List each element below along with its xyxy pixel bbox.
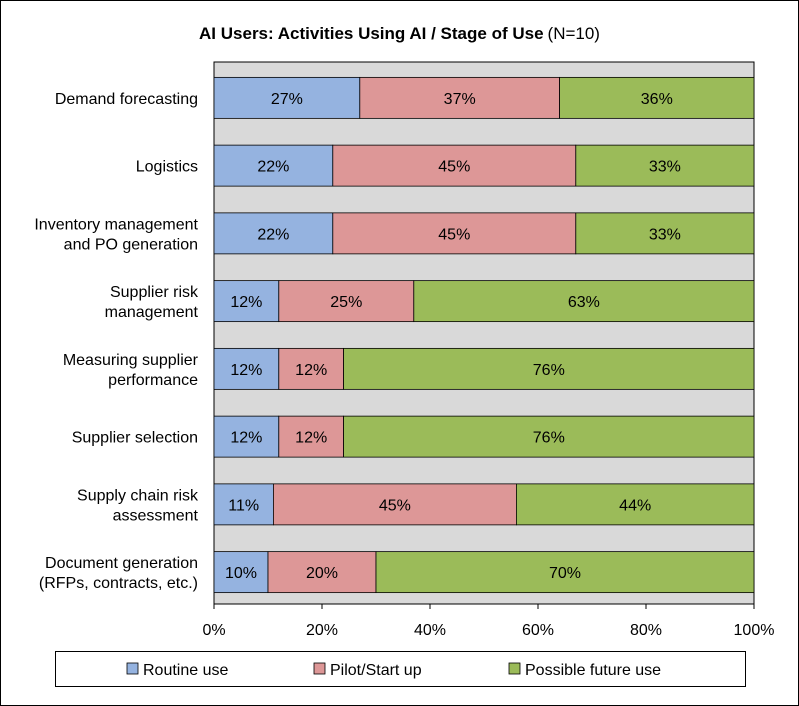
bar-data-label: 12% <box>295 430 327 447</box>
bar-segment <box>332 212 577 255</box>
bar-data-label: 11% <box>228 497 259 514</box>
legend-swatch <box>126 662 139 675</box>
bar-data-label: 63% <box>568 294 600 311</box>
bar-segment <box>213 280 280 323</box>
bar-segment <box>213 483 274 526</box>
bar-data-label: 76% <box>533 362 565 379</box>
legend-swatch <box>508 662 521 675</box>
bar-segment <box>278 280 415 323</box>
bar-data-label: 45% <box>438 159 470 176</box>
bar-segment <box>343 415 755 458</box>
bar-segment <box>413 280 755 323</box>
bar-data-label: 33% <box>649 159 681 176</box>
bar-data-label: 12% <box>295 362 327 379</box>
x-axis-ticks: 0% 20% 40% 60% 80% 100% <box>202 604 774 639</box>
bar-segment <box>332 144 577 187</box>
x-tick-label: 60% <box>522 622 554 639</box>
category-label: Supply chain risk assessment <box>77 487 199 524</box>
bar-data-label: 22% <box>257 226 289 243</box>
category-label-line: assessment <box>113 507 199 524</box>
bar-segment <box>575 144 755 187</box>
bar-segment <box>213 415 280 458</box>
category-label: Measuring supplier performance <box>63 352 199 389</box>
legend-entry-label: Pilot/Start up <box>330 662 422 679</box>
x-tick-label: 80% <box>630 622 662 639</box>
category-label-line: (RFPs, contracts, etc.) <box>39 575 198 592</box>
category-label-line: Inventory management <box>34 216 198 233</box>
legend: Routine use Pilot/Start up Possible future… <box>55 651 746 687</box>
x-tick-label: 40% <box>414 622 446 639</box>
bar-segment <box>213 212 334 255</box>
bar-segment <box>375 551 755 594</box>
legend-entry-label: Routine use <box>143 662 228 679</box>
bar-data-label: 76% <box>533 430 565 447</box>
category-label: Supplier selection <box>72 430 198 447</box>
chart-title-main: AI Users: Activities Using AI / Stage of… <box>199 24 544 43</box>
x-tick-label: 100% <box>734 622 775 639</box>
category-label-line: Logistics <box>136 159 198 176</box>
category-label-line: Supplier risk <box>110 284 199 301</box>
category-label: Logistics <box>136 159 198 176</box>
category-labels: Demand forecasting Logistics Inventory man… <box>34 91 199 592</box>
category-label-line: and PO generation <box>64 236 198 253</box>
bar-segment <box>516 483 755 526</box>
bar-segment <box>278 415 344 458</box>
bar-segment <box>213 76 361 119</box>
chart-title: AI Users: Activities Using AI / Stage of… <box>199 24 600 43</box>
bar-data-label: 12% <box>230 362 262 379</box>
x-tick-label: 20% <box>306 622 338 639</box>
bar-data-label: 12% <box>230 430 262 447</box>
legend-entry-label: Possible future use <box>525 662 661 679</box>
bar-data-label: 45% <box>379 497 411 514</box>
bar-data-label: 36% <box>641 91 673 108</box>
bar-segment <box>213 144 334 187</box>
category-label-line: Document generation <box>45 555 198 572</box>
bar-data-label: 12% <box>230 294 262 311</box>
x-tick-label: 0% <box>202 622 225 639</box>
bar-segment <box>575 212 755 255</box>
bar-data-label: 25% <box>330 294 362 311</box>
legend-swatch <box>313 662 326 675</box>
category-label-line: performance <box>108 372 198 389</box>
bar-segment <box>559 76 755 119</box>
bar-segment <box>213 551 269 594</box>
category-label-line: Measuring supplier <box>63 352 199 369</box>
bar-segment <box>267 551 377 594</box>
bar-data-label: 33% <box>649 226 681 243</box>
legend-box <box>55 651 746 687</box>
bar-data-label: 70% <box>549 565 581 582</box>
bar-data-label: 20% <box>306 565 338 582</box>
category-label: Supplier risk management <box>105 284 199 321</box>
category-label: Demand forecasting <box>55 91 198 108</box>
category-label: Document generation (RFPs, contracts, etc… <box>39 555 198 592</box>
category-label-line: Supplier selection <box>72 430 198 447</box>
bar-data-label: 10% <box>225 565 257 582</box>
bar-data-label: 22% <box>257 159 289 176</box>
category-label-line: Demand forecasting <box>55 91 198 108</box>
bar-data-label: 45% <box>438 226 470 243</box>
bar-data-label: 37% <box>444 91 476 108</box>
category-label: Inventory management and PO generation <box>34 216 198 253</box>
chart-title-subtitle: (N=10) <box>548 24 600 43</box>
category-label-line: management <box>105 304 199 321</box>
bar-segment <box>272 483 517 526</box>
category-label-line: Supply chain risk <box>77 487 199 504</box>
bar-data-label: 44% <box>619 497 651 514</box>
bar-data-label: 27% <box>271 91 303 108</box>
bar-segment <box>343 347 755 390</box>
bars-layer: 27% 37% 36% 22% 45% 33% 22% 45% 33% 12% 25% 63% 12% 1… <box>213 76 755 594</box>
bar-segment <box>278 347 344 390</box>
